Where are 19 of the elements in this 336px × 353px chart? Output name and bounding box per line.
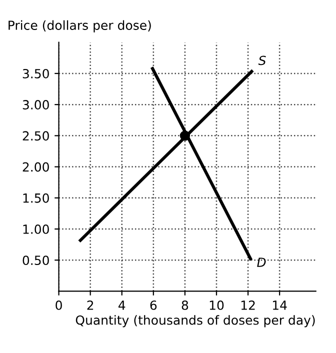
y-tick-label: 0.50: [22, 256, 49, 266]
x-tick-label: 6: [150, 300, 157, 310]
x-tick-label: 2: [87, 300, 94, 310]
x-tick-label: 12: [241, 300, 255, 310]
y-tick-label: 1.50: [23, 193, 49, 203]
y-tick-label: 1.00: [23, 224, 49, 234]
x-tick-label: 10: [210, 300, 224, 310]
x-axis-title: Quantity (thousands of doses per day): [76, 315, 315, 328]
annotation: S: [258, 56, 266, 66]
x-tick-label: 4: [118, 300, 126, 310]
y-tick-label: 2.50: [22, 131, 49, 141]
y-tick-label: 3.50: [22, 68, 49, 78]
y-tick-label: 2.00: [22, 162, 49, 172]
x-tick-label: 14: [272, 300, 287, 310]
y-tick-label: 3.00: [22, 100, 49, 110]
x-tick-label: 0: [56, 300, 62, 310]
y-axis-title: Price (dollars per dose): [8, 20, 151, 32]
annotation: D: [257, 258, 266, 267]
x-tick-label: 8: [182, 300, 188, 310]
